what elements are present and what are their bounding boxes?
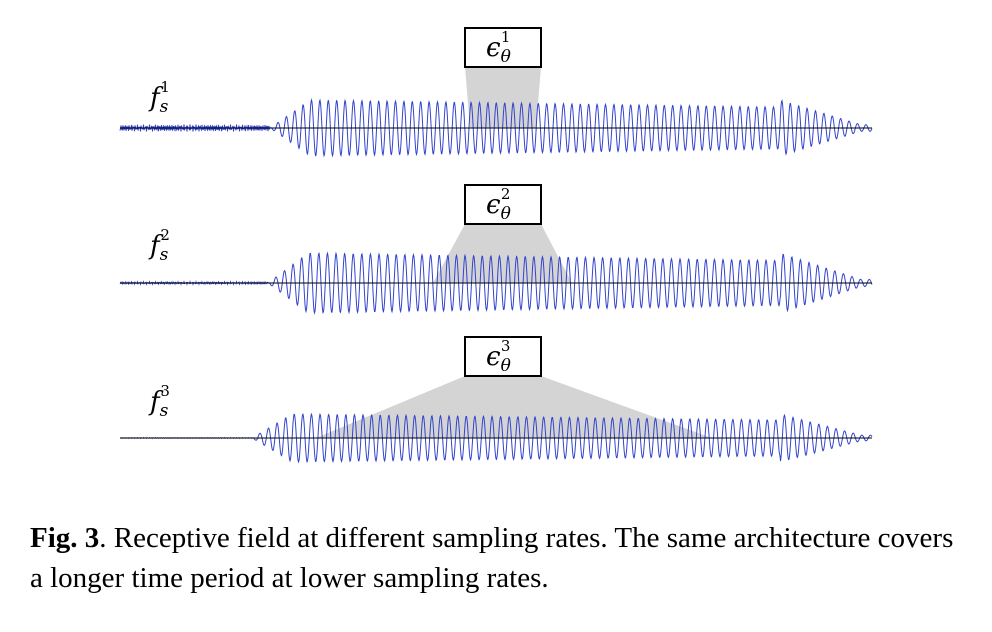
field-box-1 <box>464 27 542 68</box>
row-2: ϵθ2 fs2 <box>119 184 873 315</box>
row-1: ϵθ1 fs1 <box>119 27 873 158</box>
waveform-1 <box>119 98 873 158</box>
field-box-2 <box>464 184 542 225</box>
field-box-3 <box>464 336 542 377</box>
row-3: ϵθ3 fs3 <box>119 336 873 464</box>
receptive-field-figure: ϵθ1 fs1 ϵθ2 fs2 ϵθ3 fs3 <box>119 27 873 464</box>
receptive-field-region-1 <box>465 67 541 128</box>
field-label-1: ϵθ1 <box>486 28 511 67</box>
field-label-2: ϵθ2 <box>486 185 511 224</box>
figure-caption: Fig. 3. Receptive field at different sam… <box>30 518 970 598</box>
caption-figure-number: Fig. 3 <box>30 522 100 554</box>
rate-label-1: fs1 <box>148 78 170 117</box>
caption-text: . Receptive field at different sampling … <box>30 522 954 594</box>
field-label-3: ϵθ3 <box>486 337 511 376</box>
rate-label-3: fs3 <box>148 382 170 421</box>
receptive-field-region-3 <box>316 376 712 438</box>
receptive-field-region-2 <box>433 224 572 283</box>
rate-label-2: fs2 <box>148 226 170 265</box>
